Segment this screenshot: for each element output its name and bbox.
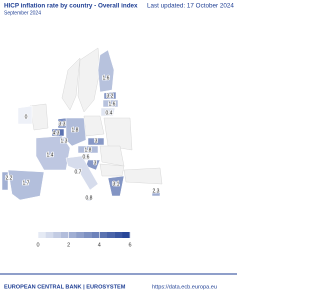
value-label: 1.4: [47, 152, 54, 158]
legend-swatch: [122, 232, 131, 238]
legend-swatch: [61, 232, 69, 238]
country-shape: [35, 135, 71, 171]
country-shape: [100, 107, 116, 117]
legend-swatch: [84, 232, 92, 238]
map-chart: HICP inflation rate by country - Overall…: [0, 3, 237, 290]
non-euro-countries: [29, 47, 163, 185]
country-shape: [17, 105, 33, 125]
legend-swatch: [53, 232, 62, 238]
legend-swatch: [76, 232, 85, 238]
value-label: 1.6: [103, 75, 110, 81]
value-label: 1.3: [61, 138, 68, 144]
value-label: 3.2: [107, 93, 114, 99]
value-label: 0.6: [83, 154, 90, 160]
legend-tick-label: 4: [98, 242, 101, 248]
legend-swatch: [91, 232, 100, 238]
chart-title: HICP inflation rate by country - Overall…: [4, 3, 138, 10]
chart-subtitle: September 2024: [4, 10, 41, 16]
country-shape: [123, 167, 163, 185]
value-label: 1.7: [23, 180, 30, 186]
legend-swatch: [99, 232, 108, 238]
country-shape: [151, 190, 161, 197]
value-label: 3.3: [59, 121, 66, 127]
legend-tick-label: 6: [128, 242, 131, 248]
country-shape: [103, 91, 117, 100]
value-label: 2.2: [6, 175, 13, 181]
country-shape: [83, 115, 105, 137]
value-label: 3.1: [113, 181, 120, 187]
value-label: 0.4: [106, 110, 113, 116]
country-shape: [99, 145, 125, 167]
legend-swatch: [45, 232, 54, 238]
country-shape: [77, 47, 101, 113]
country-shape: [65, 155, 99, 191]
country-shape: [7, 169, 45, 201]
value-label: 0: [25, 114, 28, 120]
value-label: 1.8: [85, 147, 92, 153]
legend-swatch: [68, 232, 77, 238]
value-label: 4.3: [53, 130, 60, 136]
country-shape: [87, 137, 105, 146]
footer-left: EUROPEAN CENTRAL BANK | EUROSYSTEM: [4, 284, 126, 290]
legend-swatch: [38, 232, 46, 238]
value-label: 2.3: [153, 188, 160, 194]
value-label: 1.6: [109, 101, 116, 107]
value-label: 3: [94, 160, 97, 166]
footer-right: https://data.ecb.europa.eu: [152, 284, 217, 290]
country-shape: [99, 163, 125, 177]
value-label: 0.8: [86, 195, 93, 201]
country-shape: [51, 128, 65, 137]
country-shape: [77, 145, 99, 154]
country-shape: [61, 57, 81, 111]
value-label: 1.8: [72, 127, 79, 133]
legend-tick-label: 2: [67, 242, 70, 248]
country-shape: [103, 117, 133, 151]
page: {"chart_data": {"type": "map", "title": …: [0, 2, 237, 291]
country-shape: [86, 196, 92, 202]
value-label: 3: [95, 138, 98, 144]
country-shape: [1, 171, 9, 191]
country-shape: [97, 49, 115, 93]
country-shape: [107, 175, 125, 197]
country-shape: [65, 117, 87, 147]
legend-swatch: [107, 232, 115, 238]
value-label: 0.7: [75, 169, 82, 175]
legend-swatch: [114, 232, 123, 238]
country-shape: [29, 103, 49, 131]
last-updated: Last updated: 17 October 2024: [147, 3, 234, 10]
country-shape: [102, 99, 119, 108]
legend-tick-label: 0: [36, 242, 39, 248]
